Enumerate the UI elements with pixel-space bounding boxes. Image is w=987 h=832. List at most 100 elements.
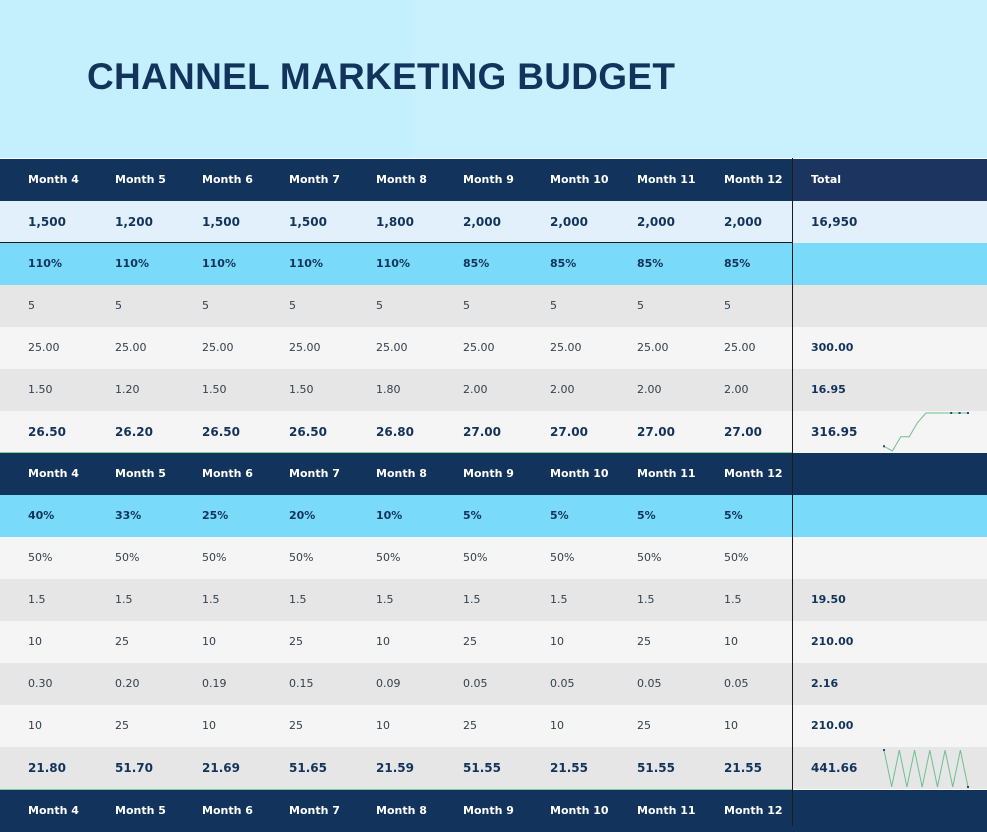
table-cell[interactable]: 27.00 bbox=[463, 425, 501, 439]
table-cell[interactable]: 25 bbox=[289, 635, 303, 648]
table-cell[interactable]: 5% bbox=[463, 509, 482, 522]
total-cell[interactable]: 16.95 bbox=[811, 383, 846, 396]
table-cell[interactable]: 1,200 bbox=[115, 215, 153, 229]
table-cell[interactable]: 50% bbox=[550, 551, 575, 564]
table-cell[interactable]: 1,500 bbox=[289, 215, 327, 229]
table-cell[interactable]: 10 bbox=[550, 719, 564, 732]
table-cell[interactable]: 26.50 bbox=[28, 425, 66, 439]
table-cell[interactable]: 10 bbox=[28, 635, 42, 648]
table-cell[interactable]: 110% bbox=[376, 257, 410, 270]
table-cell[interactable]: 0.05 bbox=[724, 677, 749, 690]
table-cell[interactable]: 5 bbox=[550, 299, 557, 312]
table-cell[interactable]: 1.5 bbox=[724, 593, 742, 606]
table-cell[interactable]: 0.30 bbox=[28, 677, 53, 690]
table-cell[interactable]: 25.00 bbox=[376, 341, 408, 354]
table-cell[interactable]: 21.55 bbox=[724, 761, 762, 775]
table-cell[interactable]: 51.70 bbox=[115, 761, 153, 775]
table-cell[interactable]: 0.20 bbox=[115, 677, 140, 690]
table-cell[interactable]: 27.00 bbox=[724, 425, 762, 439]
total-cell[interactable]: 316.95 bbox=[811, 425, 858, 439]
table-cell[interactable]: 1.5 bbox=[463, 593, 481, 606]
total-cell[interactable]: 300.00 bbox=[811, 341, 854, 354]
table-cell[interactable]: 50% bbox=[463, 551, 488, 564]
table-cell[interactable]: 10 bbox=[28, 719, 42, 732]
table-cell[interactable]: 25 bbox=[463, 635, 477, 648]
table-cell[interactable]: 110% bbox=[202, 257, 236, 270]
table-cell[interactable]: 50% bbox=[289, 551, 314, 564]
table-cell[interactable]: 25.00 bbox=[637, 341, 669, 354]
table-cell[interactable]: 50% bbox=[724, 551, 749, 564]
table-cell[interactable]: 1.80 bbox=[376, 383, 401, 396]
table-cell[interactable]: 110% bbox=[115, 257, 149, 270]
table-cell[interactable]: 25.00 bbox=[28, 341, 60, 354]
table-cell[interactable]: 20% bbox=[289, 509, 316, 522]
table-cell[interactable]: 0.05 bbox=[637, 677, 662, 690]
table-cell[interactable]: 1,800 bbox=[376, 215, 414, 229]
table-cell[interactable]: 50% bbox=[202, 551, 227, 564]
table-cell[interactable]: 21.69 bbox=[202, 761, 240, 775]
table-cell[interactable]: 50% bbox=[28, 551, 53, 564]
total-cell[interactable]: 2.16 bbox=[811, 677, 839, 690]
table-cell[interactable]: 25.00 bbox=[289, 341, 321, 354]
table-cell[interactable]: 1.50 bbox=[202, 383, 227, 396]
table-cell[interactable]: 25 bbox=[289, 719, 303, 732]
table-cell[interactable]: 2.00 bbox=[637, 383, 662, 396]
table-cell[interactable]: 2,000 bbox=[724, 215, 762, 229]
table-cell[interactable]: 1.5 bbox=[637, 593, 655, 606]
table-cell[interactable]: 25.00 bbox=[115, 341, 147, 354]
table-cell[interactable]: 25 bbox=[115, 635, 129, 648]
table-cell[interactable]: 50% bbox=[376, 551, 401, 564]
table-cell[interactable]: 85% bbox=[724, 257, 751, 270]
table-cell[interactable]: 5% bbox=[724, 509, 743, 522]
table-cell[interactable]: 1.5 bbox=[376, 593, 394, 606]
total-cell[interactable]: 16,950 bbox=[811, 215, 858, 229]
table-cell[interactable]: 2.00 bbox=[550, 383, 575, 396]
table-cell[interactable]: 2,000 bbox=[550, 215, 588, 229]
table-cell[interactable]: 25 bbox=[637, 719, 651, 732]
table-cell[interactable]: 2,000 bbox=[637, 215, 675, 229]
table-cell[interactable]: 25% bbox=[202, 509, 229, 522]
table-cell[interactable]: 25.00 bbox=[550, 341, 582, 354]
table-cell[interactable]: 0.15 bbox=[289, 677, 314, 690]
table-cell[interactable]: 51.55 bbox=[463, 761, 501, 775]
table-cell[interactable]: 26.50 bbox=[202, 425, 240, 439]
table-cell[interactable]: 5 bbox=[115, 299, 122, 312]
table-cell[interactable]: 85% bbox=[463, 257, 490, 270]
table-cell[interactable]: 26.80 bbox=[376, 425, 414, 439]
table-cell[interactable]: 50% bbox=[115, 551, 140, 564]
table-cell[interactable]: 1.5 bbox=[115, 593, 133, 606]
table-cell[interactable]: 5 bbox=[463, 299, 470, 312]
table-cell[interactable]: 5 bbox=[724, 299, 731, 312]
table-cell[interactable]: 10 bbox=[202, 719, 216, 732]
table-cell[interactable]: 25.00 bbox=[202, 341, 234, 354]
table-cell[interactable]: 26.50 bbox=[289, 425, 327, 439]
table-cell[interactable]: 1.5 bbox=[28, 593, 46, 606]
table-cell[interactable]: 0.05 bbox=[463, 677, 488, 690]
table-cell[interactable]: 25 bbox=[463, 719, 477, 732]
table-cell[interactable]: 21.55 bbox=[550, 761, 588, 775]
table-cell[interactable]: 1.20 bbox=[115, 383, 140, 396]
table-cell[interactable]: 0.09 bbox=[376, 677, 401, 690]
table-cell[interactable]: 51.65 bbox=[289, 761, 327, 775]
table-cell[interactable]: 1.50 bbox=[28, 383, 53, 396]
table-cell[interactable]: 10% bbox=[376, 509, 403, 522]
table-cell[interactable]: 27.00 bbox=[637, 425, 675, 439]
table-cell[interactable]: 0.19 bbox=[202, 677, 227, 690]
table-cell[interactable]: 5 bbox=[289, 299, 296, 312]
table-cell[interactable]: 40% bbox=[28, 509, 55, 522]
table-cell[interactable]: 10 bbox=[376, 635, 390, 648]
table-cell[interactable]: 1.5 bbox=[202, 593, 220, 606]
table-cell[interactable]: 26.20 bbox=[115, 425, 153, 439]
table-cell[interactable]: 51.55 bbox=[637, 761, 675, 775]
table-cell[interactable]: 27.00 bbox=[550, 425, 588, 439]
table-cell[interactable]: 0.05 bbox=[550, 677, 575, 690]
table-cell[interactable]: 5 bbox=[28, 299, 35, 312]
total-cell[interactable]: 19.50 bbox=[811, 593, 846, 606]
table-cell[interactable]: 10 bbox=[550, 635, 564, 648]
table-cell[interactable]: 2,000 bbox=[463, 215, 501, 229]
table-cell[interactable]: 2.00 bbox=[463, 383, 488, 396]
table-cell[interactable]: 10 bbox=[376, 719, 390, 732]
table-cell[interactable]: 2.00 bbox=[724, 383, 749, 396]
table-cell[interactable]: 5 bbox=[376, 299, 383, 312]
table-cell[interactable]: 1.5 bbox=[289, 593, 307, 606]
